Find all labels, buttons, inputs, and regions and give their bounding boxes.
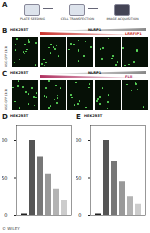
svg-text:100: 100 bbox=[2, 137, 8, 143]
html-text:A: A bbox=[2, 1, 8, 9]
html-text:ASC-GFP (1:1): ASC-GFP (1:1) bbox=[4, 88, 8, 110]
html-text:LRRFIP1: LRRFIP1 bbox=[125, 32, 142, 37]
html-text:PLATE SEEDING: PLATE SEEDING bbox=[20, 17, 45, 21]
html-text:NLRP1: NLRP1 bbox=[88, 71, 102, 76]
html-text:HEK293T: HEK293T bbox=[84, 114, 103, 118]
svg-text:100: 100 bbox=[76, 137, 82, 143]
svg-text:50: 50 bbox=[2, 175, 8, 181]
svg-text:0: 0 bbox=[78, 212, 81, 218]
html-text:C HEK293T: C HEK293T bbox=[2, 70, 29, 78]
html-text:© WILEY: © WILEY bbox=[2, 226, 20, 231]
svg-text:0: 0 bbox=[4, 212, 7, 218]
svg-text:50: 50 bbox=[76, 175, 82, 181]
html-text:D HEK293T: D HEK293T bbox=[2, 113, 29, 121]
html-text:IMAGE ACQUISITION: IMAGE ACQUISITION bbox=[106, 17, 139, 21]
html-text:E: E bbox=[76, 113, 81, 121]
html-text:ASC-GFP (1:1): ASC-GFP (1:1) bbox=[4, 45, 8, 67]
html-text:CELL TRANSFECTION: CELL TRANSFECTION bbox=[60, 17, 95, 21]
html-text:FLII: FLII bbox=[125, 75, 133, 80]
html-text:NLRP1: NLRP1 bbox=[88, 28, 102, 33]
html-text:B HEK293T: B HEK293T bbox=[2, 27, 29, 35]
